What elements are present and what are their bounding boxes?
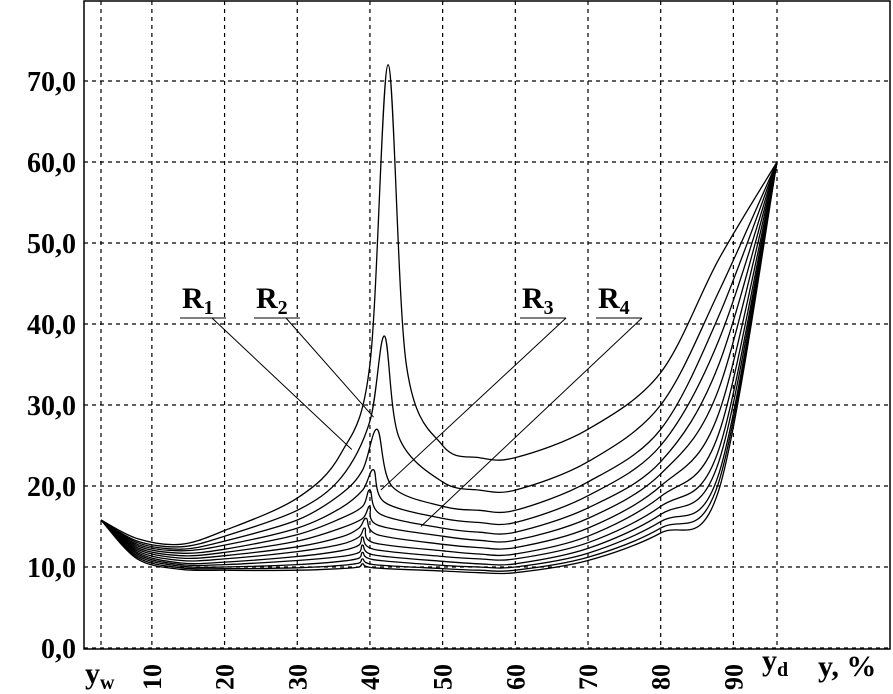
y-tick-label: 10,0 bbox=[27, 553, 76, 584]
label-leader bbox=[420, 317, 643, 527]
label-leader bbox=[211, 317, 353, 450]
curve-label-r2: R2 bbox=[256, 282, 288, 319]
series-line-2 bbox=[100, 161, 778, 548]
series-curves bbox=[100, 64, 778, 575]
x-tick-labels: 10 20 30 40 50 60 70 80 90 bbox=[138, 664, 749, 690]
series-line-12 bbox=[100, 161, 778, 572]
series-line-9 bbox=[100, 161, 778, 565]
y-tick-label: 50,0 bbox=[27, 229, 76, 260]
y-tick-label: 0,0 bbox=[41, 634, 76, 665]
series-line-13 bbox=[100, 161, 778, 575]
series-line-10 bbox=[100, 161, 778, 567]
series-line-11 bbox=[100, 161, 778, 569]
x-tick-label: 60 bbox=[501, 664, 530, 690]
series-line-5 bbox=[100, 161, 778, 554]
y-tick-label: 70,0 bbox=[27, 67, 76, 98]
series-line-6 bbox=[100, 161, 778, 557]
y-tick-label: 60,0 bbox=[27, 148, 76, 179]
series-line-7 bbox=[100, 161, 778, 560]
x-tick-label: 50 bbox=[429, 664, 458, 690]
x-axis-title: y, % bbox=[818, 650, 876, 683]
curve-label-r4: R4 bbox=[598, 282, 630, 319]
x-tick-label: 90 bbox=[719, 664, 748, 690]
x-tick-label: 80 bbox=[647, 664, 676, 690]
x-tick-label: 40 bbox=[356, 664, 385, 690]
y-tick-label: 40,0 bbox=[27, 310, 76, 341]
x-tick-label: 30 bbox=[283, 664, 312, 690]
series-line-1 bbox=[100, 64, 778, 546]
curve-label-r1: R1 bbox=[182, 282, 214, 319]
curve-label-r3: R3 bbox=[522, 282, 554, 319]
curve-labels: R1 R2 R3 R4 bbox=[182, 282, 630, 319]
label-leaders bbox=[180, 317, 643, 527]
label-leader bbox=[380, 317, 567, 491]
x-max-label: yd bbox=[762, 644, 788, 681]
series-line-3 bbox=[100, 161, 778, 550]
x-tick-label: 20 bbox=[211, 664, 240, 690]
series-line-4 bbox=[100, 161, 778, 552]
x-tick-label: 10 bbox=[138, 664, 167, 690]
y-tick-labels: 0,0 10,0 20,0 30,0 40,0 50,0 60,0 70,0 bbox=[27, 67, 76, 665]
x-tick-label: 70 bbox=[574, 664, 603, 690]
y-tick-label: 30,0 bbox=[27, 391, 76, 422]
series-line-8 bbox=[100, 161, 778, 562]
plot-frame bbox=[83, 0, 891, 650]
x-min-label: yw bbox=[85, 657, 115, 694]
label-leader bbox=[285, 317, 374, 418]
y-tick-label: 20,0 bbox=[27, 472, 76, 503]
